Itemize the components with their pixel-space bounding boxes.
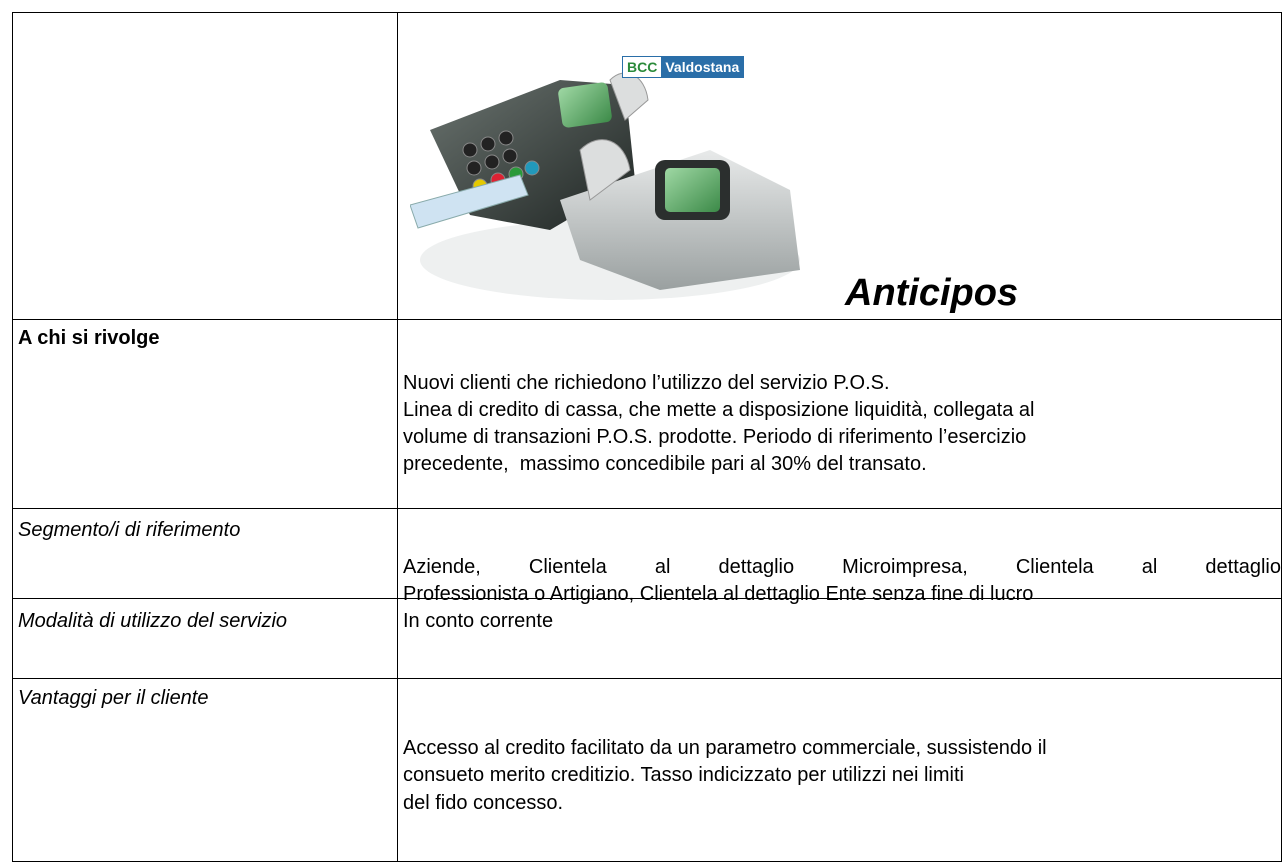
title: Anticipos: [845, 272, 1019, 314]
row-text: Linea di credito di cassa, che mette a d…: [403, 399, 1035, 421]
border: [12, 508, 1281, 509]
row-text: consueto merito creditizio. Tasso indici…: [403, 764, 964, 786]
border: [12, 12, 1281, 13]
row-text: Professionista o Artigiano, Clientela al…: [403, 583, 1034, 605]
pos-image: [410, 40, 830, 310]
row-text: del fido concesso.: [403, 792, 564, 814]
row-label: A chi si rivolge: [18, 327, 160, 349]
logo: BCC Valdostana: [622, 56, 745, 78]
row-text: precedente, massimo concedibile pari al …: [403, 453, 927, 475]
border: [12, 598, 1281, 599]
row-label: Vantaggi per il cliente: [18, 687, 209, 709]
row-label: Segmento/i di riferimento: [18, 519, 241, 541]
border: [12, 678, 1281, 679]
border: [397, 12, 398, 862]
logo-mark: BCC: [623, 57, 662, 77]
row-label: Modalità di utilizzo del servizio: [18, 610, 288, 632]
row-text: In conto corrente: [403, 610, 554, 632]
logo-name: Valdostana: [661, 57, 744, 77]
row-text: Aziende, Clientela al dettaglio Microimp…: [403, 556, 1281, 578]
border: [12, 12, 13, 862]
row-text: Nuovi clienti che richiedono l’utilizzo …: [403, 372, 890, 394]
row-text: Accesso al credito facilitato da un para…: [403, 737, 1047, 759]
border: [12, 319, 1281, 320]
row-text: volume di transazioni P.O.S. prodotte. P…: [403, 426, 1027, 448]
